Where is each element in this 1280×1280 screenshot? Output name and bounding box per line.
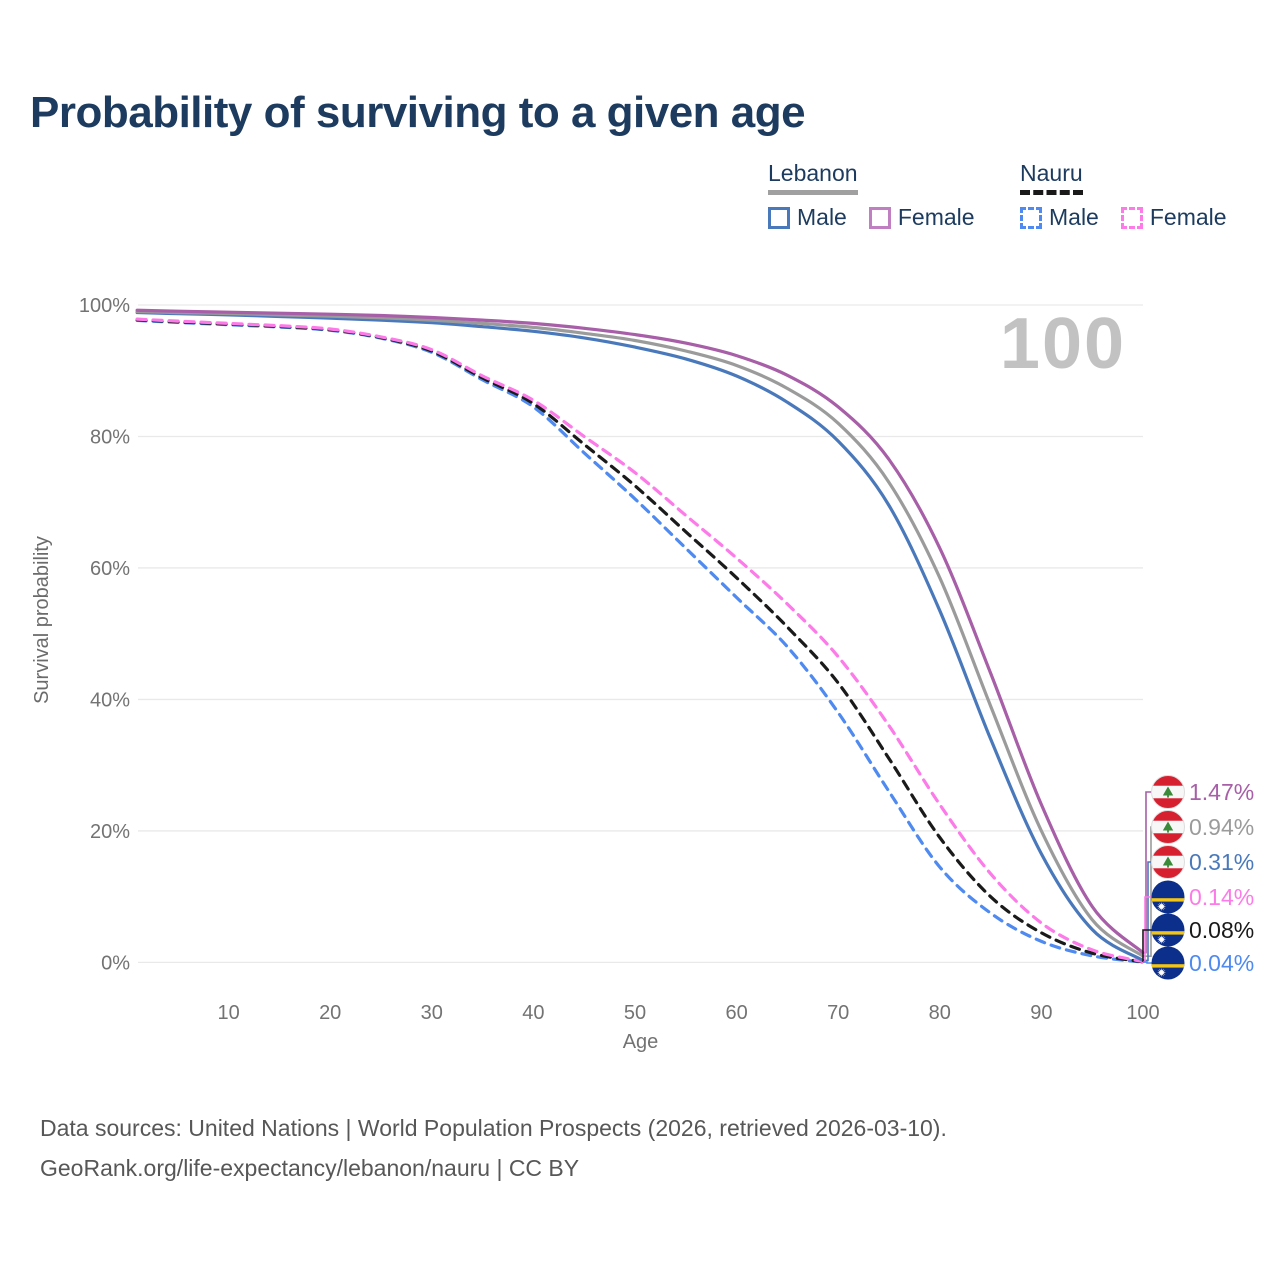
footer-line-1: Data sources: United Nations | World Pop… <box>40 1115 947 1141</box>
page-title: Probability of surviving to a given age <box>30 88 806 137</box>
x-tick-label: 90 <box>1030 1002 1052 1024</box>
y-tick-label: 80% <box>90 426 130 448</box>
nauru-male-swatch-icon <box>1020 206 1042 229</box>
x-tick-label: 40 <box>522 1002 544 1024</box>
curve-lebanon-male[interactable] <box>135 310 1145 962</box>
end-value-label-lebanon-male[interactable]: 0.31% <box>1189 849 1254 875</box>
legend-group-title-lebanon[interactable]: Lebanon <box>768 160 858 195</box>
end-value-label-nauru[interactable]: 0.08% <box>1189 917 1254 943</box>
lebanon-flag-icon <box>1151 845 1185 879</box>
legend-item-label: Male <box>797 204 847 230</box>
lebanon-flag-icon <box>1151 810 1185 844</box>
footer-line-2: GeoRank.org/life-expectancy/lebanon/naur… <box>40 1155 580 1181</box>
legend-item-lebanon-female[interactable]: Female <box>868 204 975 231</box>
legend-item-nauru-female[interactable]: Female <box>1120 204 1227 231</box>
y-tick-label: 40% <box>90 689 130 711</box>
end-label-connector <box>1143 961 1152 964</box>
end-value-label-nauru-female[interactable]: 0.14% <box>1189 884 1254 910</box>
end-value-label-nauru-male[interactable]: 0.04% <box>1189 950 1254 976</box>
legend-group-nauru: Nauru Male Female <box>1020 160 1227 231</box>
x-axis-title: Age <box>623 1031 659 1053</box>
x-tick-label: 100 <box>1126 1002 1159 1024</box>
x-tick-label: 30 <box>421 1002 443 1024</box>
curve-nauru[interactable] <box>135 318 1145 964</box>
nauru-flag-icon <box>1151 913 1185 947</box>
x-tick-label: 80 <box>929 1002 951 1024</box>
nauru-flag-icon <box>1151 880 1185 914</box>
legend-item-label: Female <box>1149 204 1227 230</box>
curve-nauru-male[interactable] <box>135 318 1145 964</box>
legend-item-nauru-male[interactable]: Male <box>1020 204 1099 231</box>
x-tick-label: 20 <box>319 1002 341 1024</box>
x-tick-label: 70 <box>827 1002 849 1024</box>
data-sources-footer: Data sources: United Nations | World Pop… <box>40 1108 947 1188</box>
legend-item-label: Male <box>1049 204 1099 230</box>
legend-item-lebanon-male[interactable]: Male <box>768 204 847 231</box>
nauru-flag-icon <box>1151 946 1185 980</box>
x-tick-label: 50 <box>624 1002 646 1024</box>
legend-item-label: Female <box>897 204 975 230</box>
watermark-age-100: 100 <box>1000 304 1126 384</box>
end-value-label-lebanon-female[interactable]: 1.47% <box>1189 779 1254 805</box>
lebanon-male-swatch-icon <box>768 206 790 229</box>
end-label-connector <box>1142 929 1152 962</box>
lebanon-female-swatch-icon <box>868 206 891 229</box>
lebanon-flag-icon <box>1151 775 1185 809</box>
x-tick-label: 60 <box>725 1002 747 1024</box>
legend-group-lebanon: Lebanon Male Female <box>768 160 975 231</box>
legend-group-title-nauru[interactable]: Nauru <box>1020 160 1083 195</box>
y-tick-label: 0% <box>101 952 130 974</box>
y-tick-label: 100% <box>79 295 130 317</box>
curve-nauru-female[interactable] <box>135 317 1145 964</box>
y-axis-title: Survival probability <box>31 536 53 704</box>
x-tick-label: 10 <box>217 1002 239 1024</box>
end-value-label-lebanon[interactable]: 0.94% <box>1189 814 1254 840</box>
nauru-female-swatch-icon <box>1120 206 1143 229</box>
y-tick-label: 60% <box>90 558 130 580</box>
curve-lebanon-female[interactable] <box>135 308 1145 955</box>
curve-lebanon[interactable] <box>135 309 1145 958</box>
y-tick-label: 20% <box>90 821 130 843</box>
